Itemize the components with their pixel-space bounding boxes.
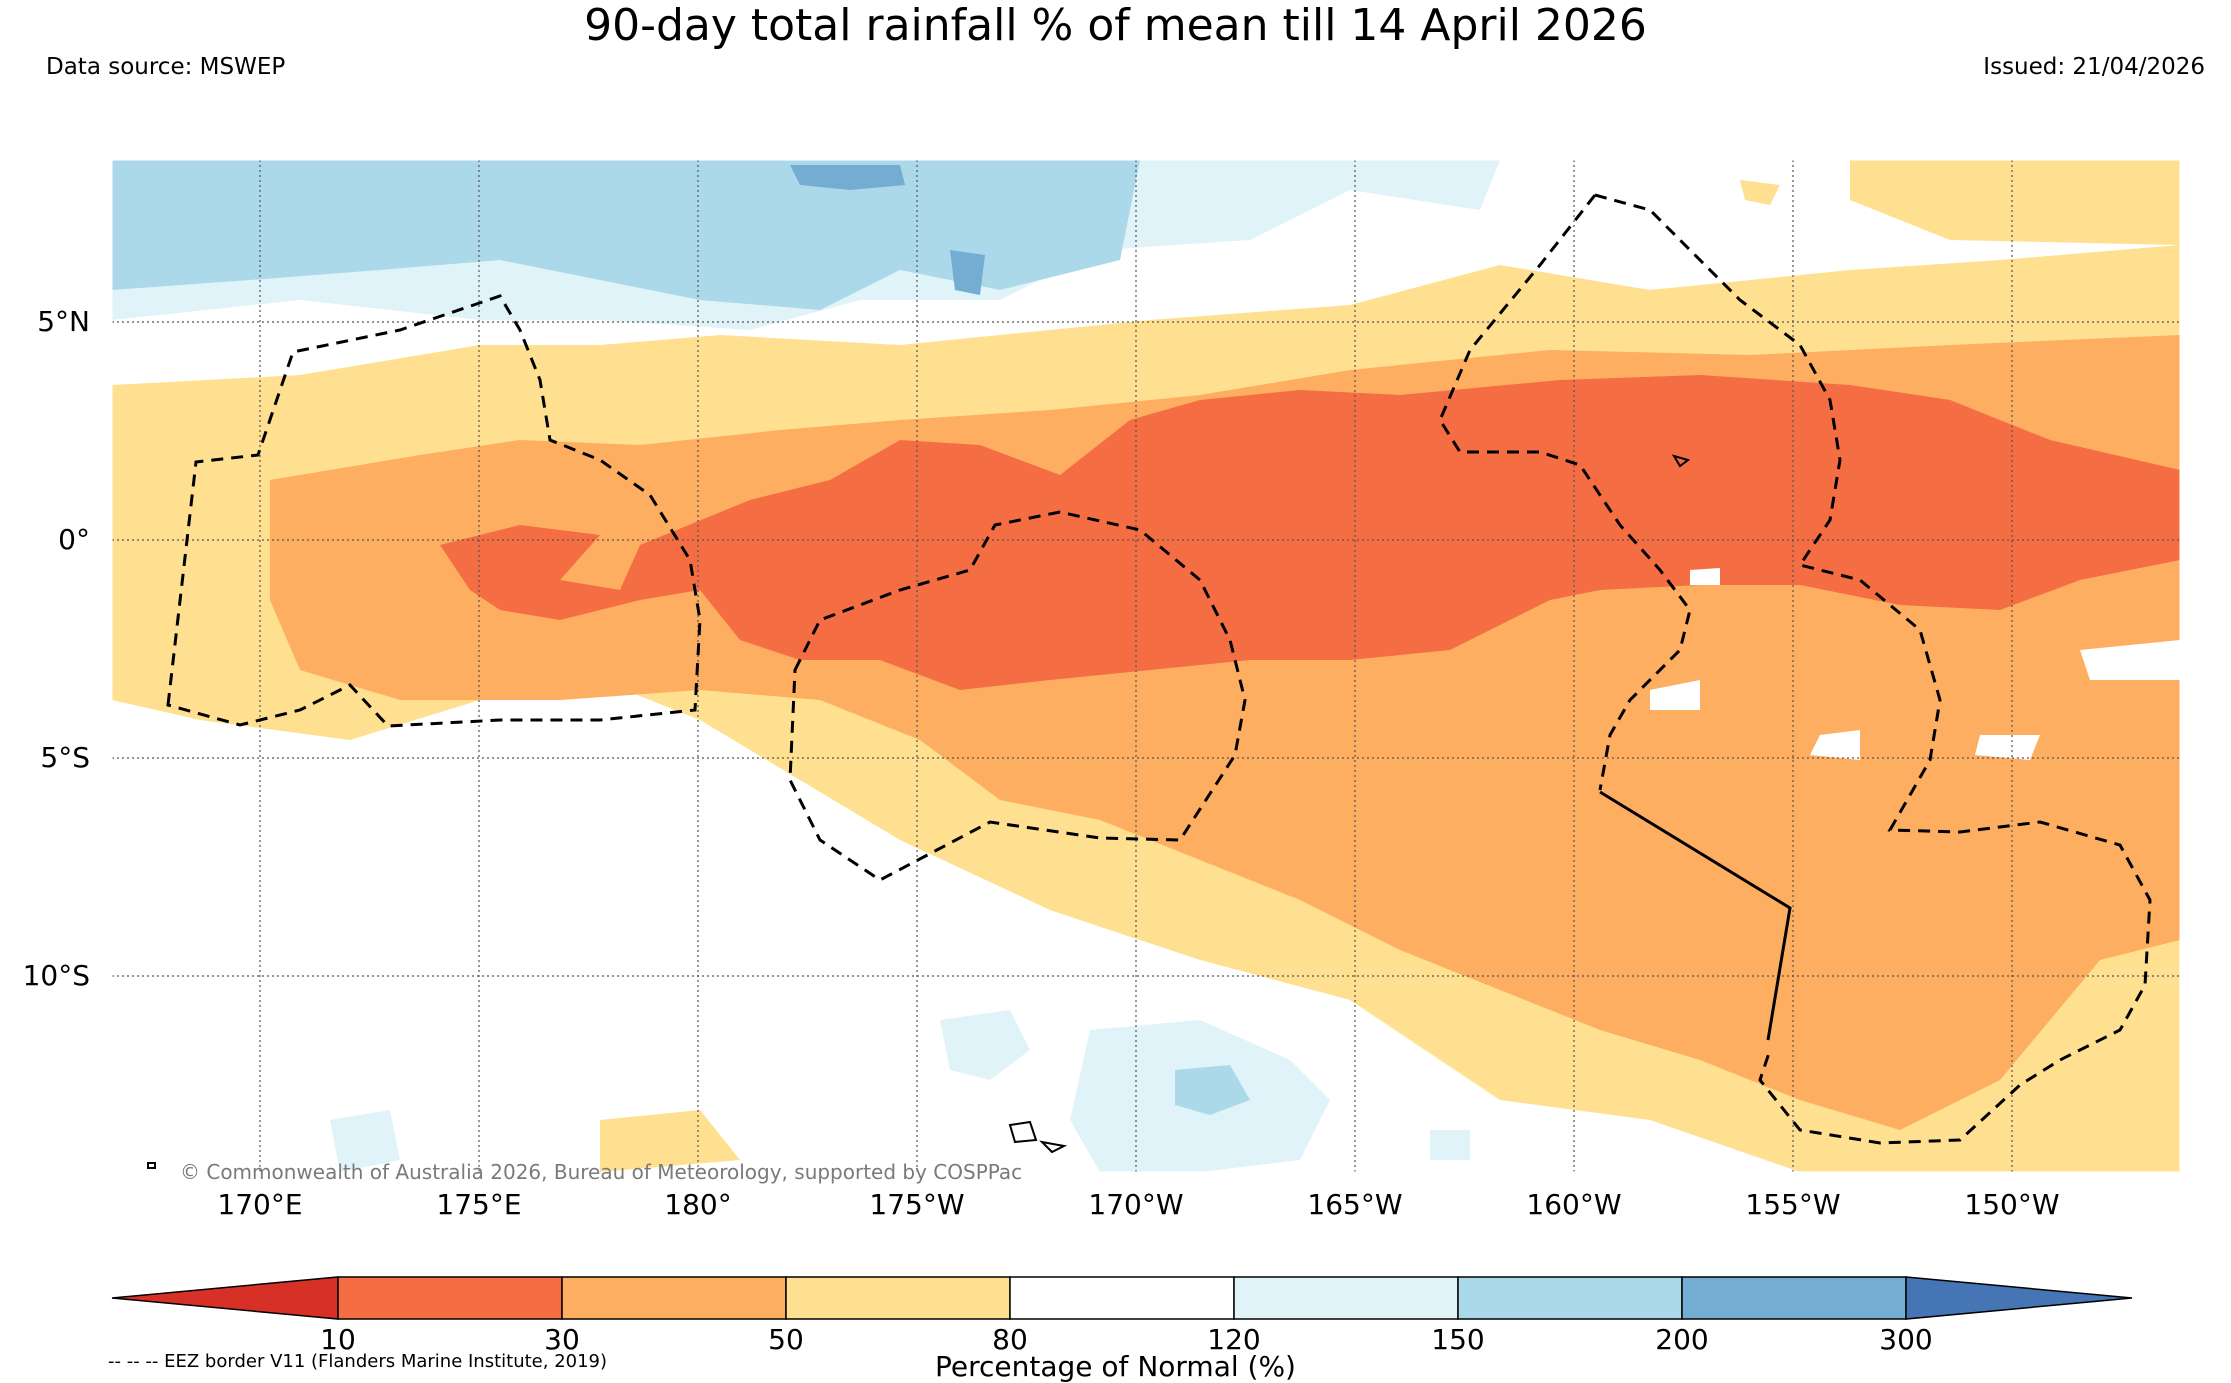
colorbar-ticks: 10 30 50 80 120 150 200 300 [320, 1323, 1933, 1356]
lon-label: 155°W [1745, 1188, 1840, 1221]
colorbar-tick-label: 300 [1879, 1323, 1932, 1356]
lon-label: 150°W [1964, 1188, 2059, 1221]
colorbar-title: Percentage of Normal (%) [935, 1350, 1296, 1383]
band-10-30 [440, 375, 2180, 690]
boundary-line [1599, 790, 1792, 1041]
data-source: Data source: MSWEP [46, 54, 286, 80]
colorbar-tick-label: 200 [1655, 1323, 1708, 1356]
rainfall-field [112, 160, 2180, 1172]
colorbar-segment [785, 1276, 1011, 1320]
colorbar-segment [561, 1276, 787, 1320]
colorbar [111, 1276, 2133, 1320]
colorbar-tick-label: 150 [1431, 1323, 1484, 1356]
lon-label: 175°W [869, 1188, 964, 1221]
lat-label: 5°S [40, 741, 90, 774]
band-150-200-south [330, 1010, 1470, 1172]
colorbar-segment [337, 1276, 563, 1320]
lat-label: 10°S [23, 959, 90, 992]
colorbar-tick-label: 10 [320, 1323, 356, 1356]
map-frame [111, 159, 2181, 1173]
copyright-credit: © Commonwealth of Australia 2026, Bureau… [180, 1160, 1023, 1184]
lat-label: 5°N [37, 305, 90, 338]
colorbar-segment [1009, 1276, 1235, 1320]
lon-label: 175°E [436, 1188, 521, 1221]
colorbar-tick-label: 30 [544, 1323, 580, 1356]
islands [147, 454, 1691, 1169]
issued-date: Issued: 21/04/2026 [1983, 54, 2205, 80]
band-200-300-north [112, 160, 1140, 310]
map-title: 90-day total rainfall % of mean till 14 … [584, 0, 1647, 51]
colorbar-segment [111, 1276, 339, 1320]
lon-label: 165°W [1307, 1188, 1402, 1221]
eez-legend-note: -- -- -- EEZ border V11 (Flanders Marine… [108, 1351, 608, 1372]
band-300-north [790, 165, 985, 295]
band-200-300-south [1175, 1065, 1250, 1115]
lon-label: 170°W [1088, 1188, 1183, 1221]
eez-borders [166, 193, 2152, 1145]
lon-label: 170°E [217, 1188, 302, 1221]
colorbar-segment [1681, 1276, 1907, 1320]
lon-label: 160°W [1526, 1188, 1621, 1221]
lat-label: 0° [58, 523, 90, 556]
colorbar-tick-label: 120 [1207, 1323, 1260, 1356]
lon-label: 180° [664, 1188, 731, 1221]
colorbar-tick-label: 50 [768, 1323, 804, 1356]
colorbar-segment [1457, 1276, 1683, 1320]
colorbar-segment [1905, 1276, 2133, 1320]
colorbar-tick-label: 80 [992, 1323, 1028, 1356]
colorbar-segment [1233, 1276, 1459, 1320]
